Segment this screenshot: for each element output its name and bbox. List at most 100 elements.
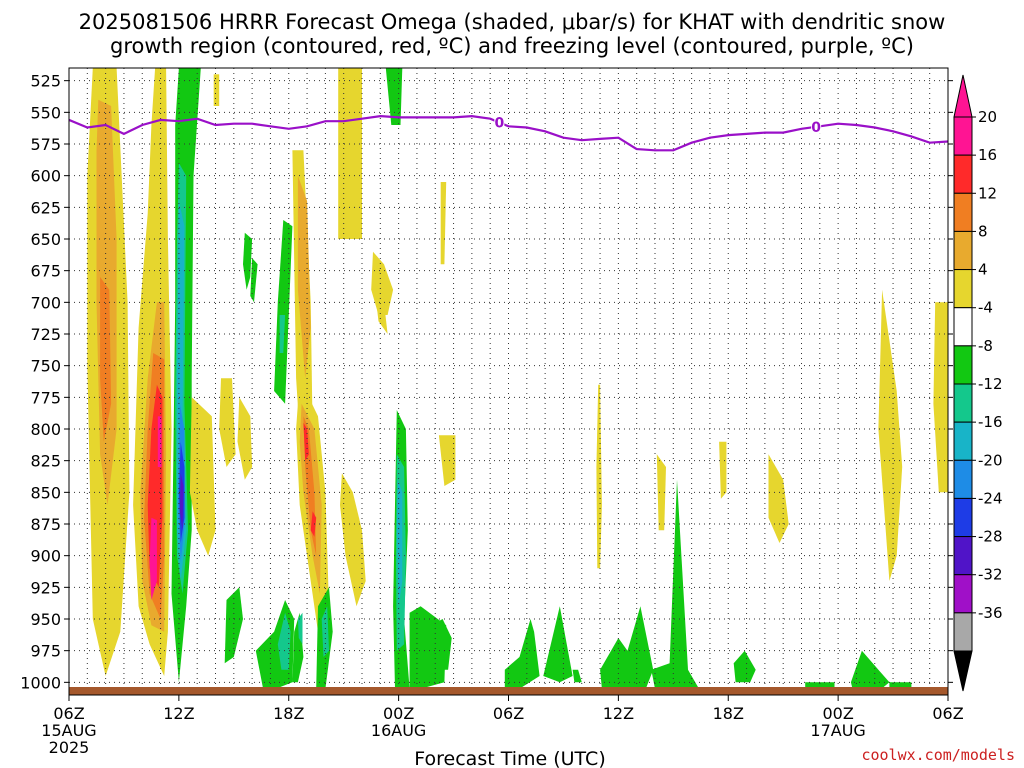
x-tick-date-label: 17AUG <box>810 721 865 740</box>
y-tick-label: 675 <box>30 262 61 281</box>
freezing-level-label: 0 <box>811 120 821 136</box>
omega-region-58 <box>656 454 666 531</box>
omega-region-44 <box>321 606 329 657</box>
omega-region-17 <box>237 397 253 480</box>
colorbar-swatch <box>953 421 973 461</box>
omega-region-15 <box>189 397 216 556</box>
colorbar-swatch <box>953 269 973 309</box>
omega-region-47 <box>504 619 540 689</box>
y-tick-label: 875 <box>30 515 61 534</box>
y-tick-label: 975 <box>30 642 61 661</box>
y-tick-label: 550 <box>30 103 61 122</box>
x-tick-label: 06Z <box>932 704 963 723</box>
colorbar-swatch <box>953 383 973 423</box>
y-tick-label: 800 <box>30 420 61 439</box>
x-tick-label: 18Z <box>273 704 304 723</box>
omega-region-28 <box>303 422 309 461</box>
y-tick-label: 625 <box>30 198 61 217</box>
y-tick-label: 850 <box>30 483 61 502</box>
omega-region-38 <box>438 435 456 486</box>
y-tick-label: 900 <box>30 547 61 566</box>
colorbar-swatch <box>953 536 973 576</box>
y-tick-label: 575 <box>30 135 61 154</box>
x-tick-label: 00Z <box>383 704 414 723</box>
x-axis-title: Forecast Time (UTC) <box>414 748 605 768</box>
colorbar-label: 8 <box>978 222 988 240</box>
colorbar-bottom-cap <box>953 650 973 692</box>
colorbar-label: -28 <box>978 528 1003 546</box>
y-tick-label: 825 <box>30 452 61 471</box>
x-tick-date-label: 16AUG <box>371 721 426 740</box>
colorbar-swatch <box>953 574 973 614</box>
freezing-level-label-bg <box>811 118 822 134</box>
colorbar-label: 20 <box>978 108 997 126</box>
omega-region-22 <box>279 315 286 353</box>
omega-region-46 <box>431 619 452 670</box>
colorbar-label: 12 <box>978 184 997 202</box>
omega-region-40 <box>277 612 291 670</box>
omega-region-16 <box>219 378 236 467</box>
colorbar-label: 4 <box>978 261 988 279</box>
y-tick-label: 525 <box>30 72 61 91</box>
y-tick-label: 925 <box>30 578 61 597</box>
y-tick-label: 725 <box>30 325 61 344</box>
omega-region-61 <box>878 289 903 581</box>
x-tick-date-label: 15AUG <box>41 721 96 740</box>
omega-region-50 <box>600 606 654 689</box>
colorbar-label: -32 <box>978 566 1003 584</box>
colorbar-swatch <box>953 345 973 385</box>
omega-region-34 <box>385 68 403 125</box>
y-tick-label: 650 <box>30 230 61 249</box>
omega-region-24 <box>297 175 311 379</box>
colorbar-top-cap <box>953 74 973 118</box>
omega-region-29 <box>310 511 317 537</box>
colorbar-swatch <box>953 612 973 652</box>
y-tick-label: 750 <box>30 357 61 376</box>
y-axis: 525 550 575 600 625 650 675 700 725 750 775 800 825 8… <box>20 72 953 692</box>
x-tick-label: 12Z <box>603 704 634 723</box>
credit-text: coolwx.com/models <box>861 746 1015 764</box>
freezing-level-line <box>69 114 948 152</box>
omega-region-2 <box>100 277 112 442</box>
omega-region-51 <box>651 479 699 689</box>
colorbar-label: -20 <box>978 451 1003 469</box>
freezing-level-label-bg <box>494 114 505 130</box>
omega-region-7 <box>149 517 157 600</box>
y-tick-label: 600 <box>30 167 61 186</box>
x-tick-label: 06Z <box>53 704 84 723</box>
colorbar-swatch <box>953 154 973 194</box>
omega-region-18 <box>243 232 253 290</box>
plot-frame <box>68 67 949 696</box>
omega-region-19 <box>250 258 258 303</box>
omega-region-57 <box>596 384 602 569</box>
chart-title-line1: 2025081506 HRRR Forecast Omega (shaded, … <box>79 10 946 34</box>
omega-region-59 <box>719 441 727 499</box>
colorbar-swatch <box>953 230 973 271</box>
omega-region-30 <box>338 68 362 239</box>
omega-shading-layer <box>87 68 948 690</box>
x-tick-label: 06Z <box>493 704 524 723</box>
omega-region-63 <box>213 74 220 106</box>
colorbar: 20 16 12 8 4 -4 -8 -12 -16 -20 -24 -28 -32 -36 <box>953 74 1003 692</box>
colorbar-label: -12 <box>978 375 1003 393</box>
colorbar-swatch <box>953 459 973 499</box>
x-tick-label: 12Z <box>163 704 194 723</box>
colorbar-swatch <box>953 307 973 347</box>
omega-region-49 <box>572 669 582 683</box>
colorbar-label: -24 <box>978 489 1003 507</box>
omega-region-60 <box>768 454 789 543</box>
omega-region-20 <box>224 587 243 664</box>
colorbar-swatch <box>953 116 973 156</box>
y-tick-label: 700 <box>30 293 61 312</box>
colorbar-label: -36 <box>978 604 1003 622</box>
colorbar-label: -16 <box>978 413 1003 431</box>
grid-lines <box>69 68 948 695</box>
chart-title-line2: growth region (contoured, red, ºC) and f… <box>110 34 914 58</box>
omega-region-37 <box>396 479 403 607</box>
colorbar-swatch <box>953 497 973 538</box>
x-tick-label: 18Z <box>713 704 744 723</box>
colorbar-label: -8 <box>978 337 993 355</box>
